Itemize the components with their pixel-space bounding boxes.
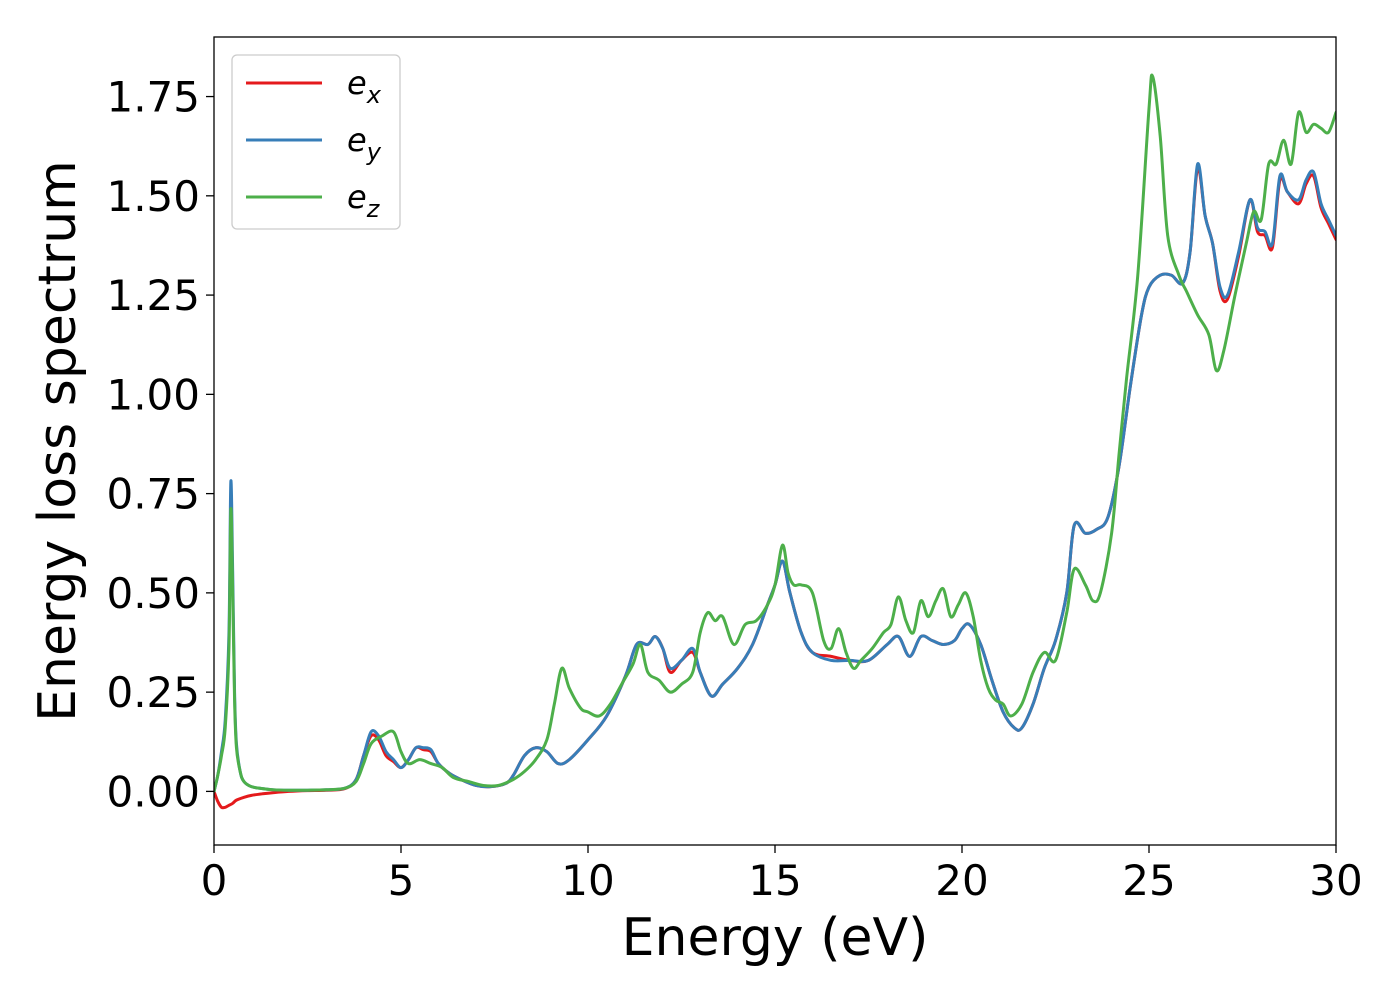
- x-ticks: 0 5 10 15 20 25 30: [201, 845, 1363, 905]
- y-tick-label: 0.00: [106, 767, 200, 816]
- series-line-e-z: [214, 73, 1336, 793]
- plot-frame: [213, 36, 1337, 846]
- legend-label-base: e: [347, 121, 367, 159]
- y-tick-label: 0.50: [106, 569, 200, 618]
- x-tick-label: 10: [561, 856, 614, 905]
- x-axis-label: Energy (eV): [622, 908, 929, 968]
- x-tick-label: 20: [935, 856, 988, 905]
- x-tick-label: 25: [1122, 856, 1175, 905]
- legend-label-base: e: [347, 64, 367, 102]
- y-axis-label: Energy loss spectrum: [28, 160, 88, 722]
- legend-label: ez: [347, 178, 381, 223]
- legend-frame: [231, 54, 401, 230]
- x-tick-label: 30: [1309, 856, 1362, 905]
- y-tick-label: 0.25: [106, 668, 200, 717]
- legend-label-subscript: z: [366, 195, 381, 223]
- legend-label: ey: [347, 121, 382, 166]
- x-tick-label: 0: [201, 856, 228, 905]
- series-layer: [214, 73, 1336, 810]
- x-tick-label: 15: [748, 856, 801, 905]
- legend-label: ex: [347, 64, 382, 109]
- y-tick-label: 1.75: [106, 73, 200, 122]
- x-tick-label: 5: [388, 856, 415, 905]
- y-tick-label: 0.75: [106, 470, 200, 519]
- y-tick-label: 1.00: [106, 370, 200, 419]
- y-tick-label: 1.50: [106, 172, 200, 221]
- legend-label-base: e: [347, 178, 367, 216]
- y-ticks: 0.00 0.25 0.50 0.75 1.00 1.25 1.50 1.75: [106, 73, 214, 816]
- legend-label-subscript: x: [366, 81, 382, 109]
- legend-label-subscript: y: [366, 138, 382, 166]
- y-tick-label: 1.25: [106, 271, 200, 320]
